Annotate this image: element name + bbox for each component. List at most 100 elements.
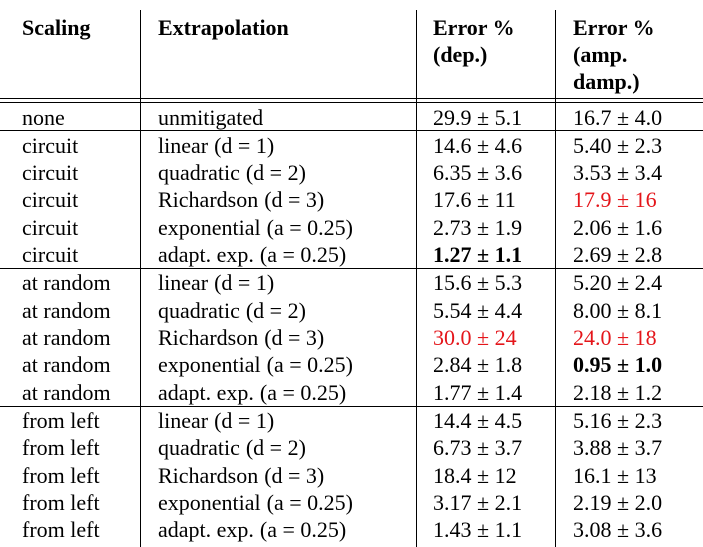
error-dep-cell: 17.6 ± 11 (433, 187, 516, 213)
method-parameter: (d = 1) (214, 407, 275, 433)
table-row: from left Richardson (d = 3) 18.4 ± 12 16.1 … (0, 462, 703, 489)
method-name: exponential (158, 352, 261, 378)
method-name: adapt. exp. (158, 242, 254, 268)
error-amp-cell: 5.16 ± 2.3 (573, 407, 663, 433)
method-name: linear (158, 270, 209, 296)
group-divider (0, 130, 703, 131)
error-dep-cell: 5.54 ± 4.4 (433, 297, 523, 323)
column-divider (555, 10, 556, 547)
scaling-cell: at random (22, 324, 111, 350)
table-row: at random linear (d = 1) 15.6 ± 5.3 5.20 ± 2… (0, 269, 703, 296)
error-dep-cell: 1.77 ± 1.4 (433, 379, 523, 405)
method-name: quadratic (158, 435, 240, 461)
extrapolation-cell: linear (d = 1) (158, 132, 274, 159)
error-dep-cell: 30.0 ± 24 (433, 324, 517, 350)
table-row: circuit adapt. exp. (a = 0.25) 1.27 ± 1.1 2.… (0, 241, 703, 268)
header-error-amp: Error % (amp. damp.) (573, 14, 655, 95)
extrapolation-cell: unmitigated (158, 104, 263, 131)
header-extrapolation-label: Extrapolation (158, 15, 289, 40)
error-amp-cell: 16.7 ± 4.0 (573, 104, 663, 130)
method-name: adapt. exp. (158, 379, 254, 405)
scaling-cell: from left (22, 489, 100, 515)
method-name: exponential (158, 489, 261, 515)
scaling-cell: circuit (22, 242, 79, 268)
group-divider (0, 268, 703, 269)
header-extrapolation: Extrapolation (158, 14, 289, 41)
scaling-cell: circuit (22, 214, 79, 240)
method-parameter: (d = 3) (264, 324, 325, 350)
table-row: at random quadratic (d = 2) 5.54 ± 4.4 8.00 … (0, 297, 703, 324)
table-row: circuit quadratic (d = 2) 6.35 ± 3.6 3.53 ± … (0, 159, 703, 186)
table-row: from left exponential (a = 0.25) 3.17 ± 2.1… (0, 489, 703, 516)
method-name: Richardson (158, 462, 259, 488)
scaling-cell: at random (22, 352, 111, 378)
scaling-cell: at random (22, 270, 111, 296)
table-row: from left linear (d = 1) 14.4 ± 4.5 5.16 ± 2… (0, 407, 703, 434)
error-dep-cell: 18.4 ± 12 (433, 462, 517, 488)
error-amp-cell: 8.00 ± 8.1 (573, 297, 663, 323)
method-name: linear (158, 407, 209, 433)
error-dep-cell: 6.73 ± 3.7 (433, 435, 523, 461)
error-dep-cell: 1.43 ± 1.1 (433, 517, 523, 543)
group-divider (0, 406, 703, 407)
method-parameter: (a = 0.25) (266, 352, 353, 378)
method-name: Richardson (158, 324, 259, 350)
method-parameter: (d = 1) (214, 270, 275, 296)
column-divider (416, 10, 417, 547)
error-dep-cell: 6.35 ± 3.6 (433, 159, 523, 185)
header-error-amp-line2: (amp. (573, 42, 628, 67)
scaling-cell: at random (22, 297, 111, 323)
table-row: none unmitigated 29.9 ± 5.1 16.7 ± 4.0 (0, 104, 703, 131)
extrapolation-cell: Richardson (d = 3) (158, 462, 324, 489)
error-amp-cell: 5.40 ± 2.3 (573, 132, 663, 158)
table-row: circuit Richardson (d = 3) 17.6 ± 11 17.9 ± … (0, 186, 703, 213)
extrapolation-cell: quadratic (d = 2) (158, 297, 306, 324)
method-name: unmitigated (158, 104, 264, 130)
extrapolation-cell: linear (d = 1) (158, 269, 274, 296)
error-dep-cell: 15.6 ± 5.3 (433, 270, 523, 296)
method-parameter: (d = 2) (245, 435, 306, 461)
method-parameter: (d = 2) (245, 159, 306, 185)
extrapolation-cell: adapt. exp. (a = 0.25) (158, 241, 346, 268)
error-amp-cell: 24.0 ± 18 (573, 324, 657, 350)
table-row: at random Richardson (d = 3) 30.0 ± 24 24.0 … (0, 324, 703, 351)
method-parameter: (a = 0.25) (259, 242, 347, 268)
header-error-dep-line2: (dep.) (433, 42, 488, 67)
header-rule-top (0, 98, 703, 99)
method-parameter: (d = 3) (264, 187, 325, 213)
table-row: circuit linear (d = 1) 14.6 ± 4.6 5.40 ± 2.3 (0, 132, 703, 159)
error-amp-cell: 16.1 ± 13 (573, 462, 657, 488)
extrapolation-cell: exponential (a = 0.25) (158, 214, 353, 241)
error-amp-cell: 3.53 ± 3.4 (573, 159, 663, 185)
extrapolation-cell: Richardson (d = 3) (158, 324, 324, 351)
error-amp-cell: 2.69 ± 2.8 (573, 242, 663, 268)
extrapolation-cell: adapt. exp. (a = 0.25) (158, 379, 346, 406)
error-amp-cell: 2.19 ± 2.0 (573, 489, 663, 515)
header-scaling: Scaling (22, 14, 90, 41)
method-name: linear (158, 132, 209, 158)
table-row: at random adapt. exp. (a = 0.25) 1.77 ± 1.4… (0, 379, 703, 406)
scaling-cell: none (22, 104, 65, 130)
method-name: quadratic (158, 297, 240, 323)
method-name: quadratic (158, 159, 240, 185)
error-dep-cell: 3.17 ± 2.1 (433, 489, 523, 515)
error-dep-cell: 1.27 ± 1.1 (433, 242, 523, 268)
header-scaling-label: Scaling (22, 15, 91, 40)
table-row: circuit exponential (a = 0.25) 2.73 ± 1.9 2.… (0, 214, 703, 241)
scaling-cell: circuit (22, 187, 79, 213)
scaling-cell: circuit (22, 159, 79, 185)
extrapolation-cell: quadratic (d = 2) (158, 159, 306, 186)
method-name: Richardson (158, 187, 259, 213)
method-parameter: (a = 0.25) (266, 214, 353, 240)
header-error-amp-line1: Error % (573, 15, 655, 40)
extrapolation-cell: quadratic (d = 2) (158, 434, 306, 461)
scaling-cell: from left (22, 435, 100, 461)
scaling-cell: from left (22, 517, 100, 543)
table-row: at random exponential (a = 0.25) 2.84 ± 1.8… (0, 351, 703, 378)
error-amp-cell: 17.9 ± 16 (573, 187, 657, 213)
extrapolation-cell: linear (d = 1) (158, 407, 274, 434)
error-amp-cell: 3.88 ± 3.7 (573, 435, 663, 461)
header-error-dep-line1: Error % (433, 15, 515, 40)
method-parameter: (d = 3) (264, 462, 325, 488)
